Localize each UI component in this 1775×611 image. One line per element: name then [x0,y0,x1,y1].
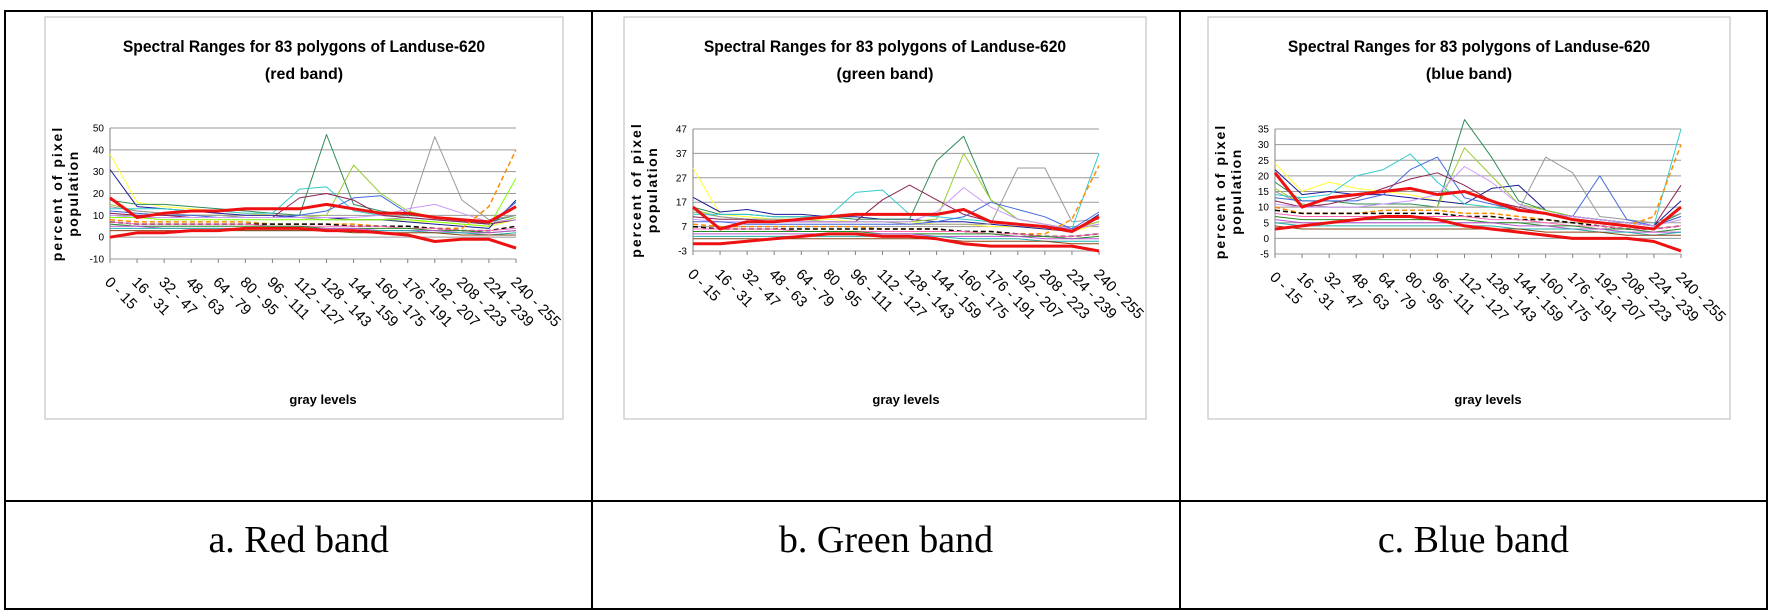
series-line [693,233,1100,240]
y-axis-label: percent of pixel [628,122,644,257]
y-tick-label: 10 [1258,203,1270,214]
series-line [110,177,517,227]
series-line [109,136,517,221]
caption-red: a. Red band [208,519,389,561]
y-tick-label: -3 [678,247,687,258]
series-line [1274,219,1681,233]
series-line [109,193,517,225]
series-line [109,203,517,223]
series-line [1274,166,1681,227]
y-tick-label: 37 [676,149,688,160]
caption-blue: c. Blue band [1377,519,1569,561]
series-line [1274,215,1682,253]
chart-subtitle: (blue band) [1426,66,1512,83]
caption-cell-blue: c. Blue band [1178,500,1769,610]
y-tick-label: 30 [93,167,105,178]
y-tick-label: 17 [676,198,688,209]
x-axis-label: gray levels [873,392,940,407]
y-tick-label: 30 [1258,140,1270,151]
chart-blue-band: Spectral Ranges for 83 polygons of Landu… [1207,16,1731,420]
series-line [1274,222,1681,236]
series-line [109,221,517,232]
series-line [692,205,1101,233]
series-line [1273,171,1682,231]
chart-subtitle: (red band) [265,66,343,83]
chart-red-band: Spectral Ranges for 83 polygons of Landu… [44,16,564,420]
figure-table: Spectral Ranges for 83 polygons of Landu… [3,10,1769,610]
y-tick-label: -5 [1260,250,1269,261]
y-axis-label-2: population [65,150,81,237]
y-tick-label: 25 [1258,156,1270,167]
y-tick-label: 15 [1258,187,1270,198]
series-line [693,232,1100,253]
y-axis-label: percent of pixel [49,126,65,261]
chart-title: Spectral Ranges for 83 polygons of Landu… [1288,37,1650,56]
series-line [109,226,517,250]
chart-subtitle: (green band) [837,66,934,83]
y-tick-label: -10 [90,255,105,266]
figure-cell-blue: Spectral Ranges for 83 polygons of Landu… [1178,10,1769,502]
y-tick-label: 40 [93,145,105,156]
chart-title: Spectral Ranges for 83 polygons of Landu… [704,37,1066,56]
y-axis-label-2: population [1228,148,1244,235]
y-tick-label: 20 [93,189,105,200]
chart-frame [1207,16,1731,420]
y-tick-label: 20 [1258,171,1270,182]
series-line [1274,212,1681,230]
chart-title: Spectral Ranges for 83 polygons of Landu… [123,37,485,56]
series-line [1274,225,1681,236]
series-line [109,196,517,224]
y-tick-label: 50 [93,124,105,135]
series-line [109,223,517,234]
chart-svg: Spectral Ranges for 83 polygons of Landu… [623,16,1147,420]
chart-svg: Spectral Ranges for 83 polygons of Landu… [1207,16,1731,420]
chart-green-band: Spectral Ranges for 83 polygons of Landu… [623,16,1147,420]
caption-cell-green: b. Green band [591,500,1181,610]
chart-svg: Spectral Ranges for 83 polygons of Landu… [44,16,564,420]
y-tick-label: 7 [682,222,688,233]
y-tick-label: 27 [676,173,688,184]
y-tick-label: 10 [93,211,105,222]
y-tick-label: 35 [1258,125,1270,136]
y-axis-label: percent of pixel [1212,124,1228,259]
y-axis-label-2: population [644,147,660,234]
caption-green: b. Green band [778,519,994,561]
figure-cell-green: Spectral Ranges for 83 polygons of Landu… [591,10,1181,502]
y-tick-label: 5 [1263,218,1269,229]
x-axis-label: gray levels [289,392,356,407]
series-line [693,228,1100,237]
series-line [693,201,1100,230]
figure-cell-red: Spectral Ranges for 83 polygons of Landu… [3,10,594,502]
y-tick-label: 47 [676,125,688,136]
x-axis-label: gray levels [1454,392,1521,407]
series-line [693,167,1100,225]
series-line [1274,216,1681,233]
caption-cell-red: a. Red band [3,500,594,610]
y-tick-label: 0 [1263,234,1269,245]
y-tick-label: 0 [98,233,104,244]
